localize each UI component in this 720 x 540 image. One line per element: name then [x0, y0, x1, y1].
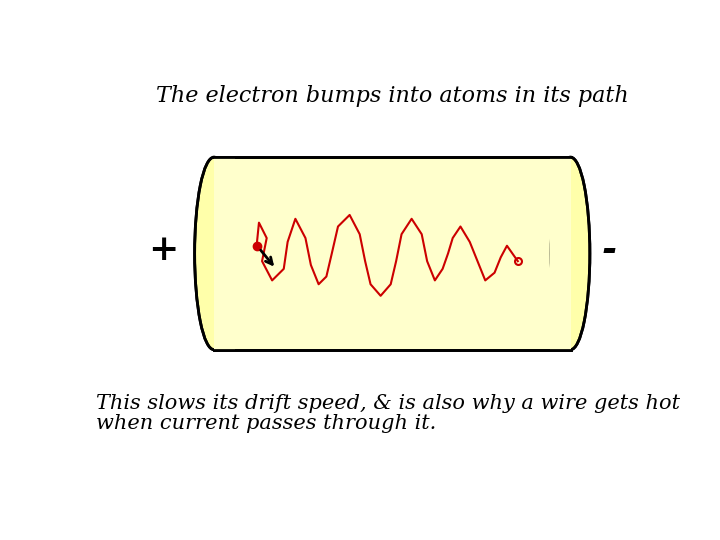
Ellipse shape [194, 157, 233, 350]
Bar [214, 157, 570, 350]
Text: This slows its drift speed, & is also why a wire gets hot: This slows its drift speed, & is also wh… [96, 394, 680, 413]
Text: The electron bumps into atoms in its path: The electron bumps into atoms in its pat… [156, 85, 629, 106]
Bar [549, 157, 570, 350]
Text: when current passes through it.: when current passes through it. [96, 414, 436, 433]
Text: +: + [148, 233, 179, 267]
Bar [214, 157, 235, 350]
Text: -: - [602, 233, 617, 267]
Ellipse shape [551, 157, 590, 350]
Bar [214, 157, 570, 350]
